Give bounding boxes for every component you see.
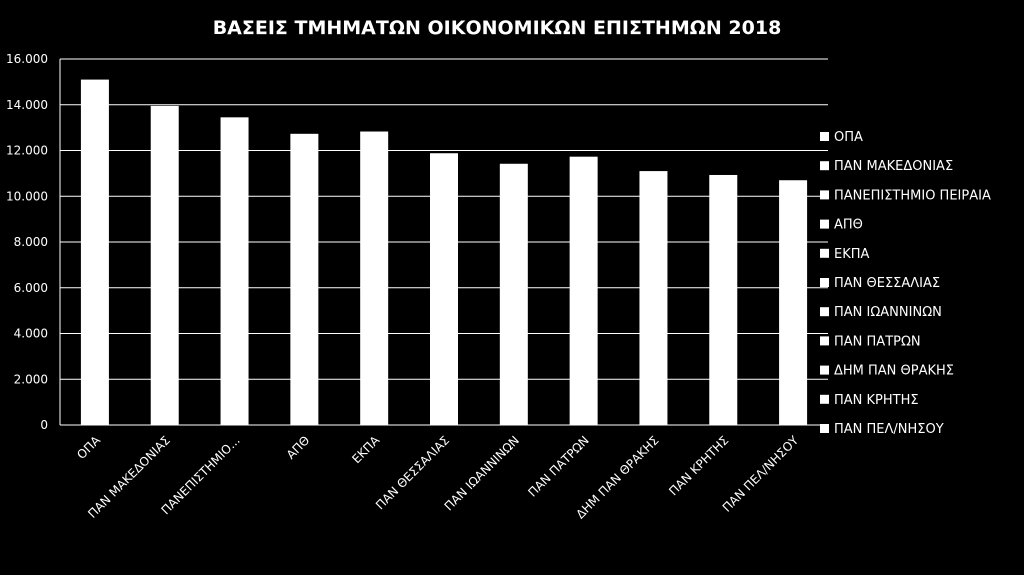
legend-swatch (820, 219, 829, 229)
bar (779, 180, 808, 425)
bar (290, 133, 319, 425)
y-tick-label: 8.000 (14, 235, 48, 249)
y-tick-label: 10.000 (6, 189, 48, 203)
y-tick-label: 16.000 (6, 52, 48, 66)
legend-item-label: ΠΑΝ ΠΑΤΡΩΝ (834, 334, 921, 349)
legend-swatch (820, 248, 829, 258)
y-tick-label: 6.000 (14, 281, 48, 295)
x-category-label: ΑΠΘ (284, 433, 313, 462)
legend-item-label: ΠΑΝ ΘΕΣΣΑΛΙΑΣ (834, 276, 940, 291)
y-tick-label: 4.000 (14, 327, 48, 341)
x-category-label: ΟΠΑ (74, 433, 103, 462)
y-axis-ticks: 0 2.000 4.000 6.000 8.000 10.000 12.000 14.000 1… (6, 52, 48, 432)
bar (220, 117, 249, 426)
legend-swatch (820, 336, 829, 346)
legend-item-label: ΠΑΝΕΠΙΣΤΗΜΙΟ ΠΕΙΡΑΙΑ (834, 188, 991, 203)
bar (569, 156, 598, 425)
bar (150, 105, 179, 426)
legend-item-label: ΟΠΑ (834, 130, 863, 145)
x-category-label: ΕΚΠΑ (349, 433, 383, 467)
legend-swatch (820, 365, 829, 375)
bars (80, 79, 808, 426)
bar (709, 174, 738, 425)
legend-swatch (820, 278, 829, 287)
bar (639, 171, 668, 425)
bar (499, 163, 528, 425)
x-category-label: ΠΑΝ ΚΡΗΤΗΣ (666, 433, 731, 498)
x-category-label: ΠΑΝ ΙΩΑΝΝΙΝΩΝ (442, 433, 522, 513)
legend-item-label: ΑΠΘ (834, 218, 863, 233)
legend-swatch (820, 307, 829, 317)
legend-swatch (820, 394, 829, 404)
y-tick-label: 0 (40, 418, 48, 432)
x-category-label: ΠΑΝ ΘΕΣΣΑΛΙΑΣ (373, 433, 452, 512)
x-category-label: ΠΑΝ ΠΑΤΡΩΝ (525, 433, 591, 499)
y-tick-label: 2.000 (14, 372, 48, 386)
legend-item-label: ΠΑΝ ΚΡΗΤΗΣ (834, 393, 919, 408)
legend-swatch (820, 190, 829, 200)
legend-item-label: ΔΗΜ ΠΑΝ ΘΡΑΚΗΣ (834, 364, 954, 379)
bar (430, 153, 458, 425)
x-category-label: ΠΑΝΕΠΙΣΤΗΜΙΟ... (158, 433, 242, 517)
y-tick-label: 12.000 (6, 144, 48, 158)
x-category-label: ΠΑΝ ΠΕΛ/ΝΗΣΟΥ (720, 433, 802, 515)
legend-item-label: ΠΑΝ ΜΑΚΕΔΟΝΙΑΣ (834, 159, 953, 174)
legend-item-label: ΕΚΠΑ (834, 247, 870, 262)
legend-swatch (820, 424, 829, 433)
legend-item-label: ΠΑΝ ΠΕΛ/ΝΗΣΟΥ (834, 422, 944, 437)
bar (360, 131, 389, 426)
legend: ΟΠΑ ΠΑΝ ΜΑΚΕΔΟΝΙΑΣ ΠΑΝΕΠΙΣΤΗΜΙΟ ΠΕΙΡΑΙΑ ΑΠΘ… (820, 130, 991, 437)
legend-swatch (820, 161, 829, 171)
legend-swatch (820, 132, 829, 141)
bar (80, 79, 109, 426)
chart-title: ΒΑΣΕΙΣ ΤΜΗΜΑΤΩΝ ΟΙΚΟΝΟΜΙΚΩΝ ΕΠΙΣΤΗΜΩΝ 20… (213, 17, 782, 39)
y-tick-label: 14.000 (6, 98, 48, 112)
legend-item-label: ΠΑΝ ΙΩΑΝΝΙΝΩΝ (834, 305, 942, 320)
